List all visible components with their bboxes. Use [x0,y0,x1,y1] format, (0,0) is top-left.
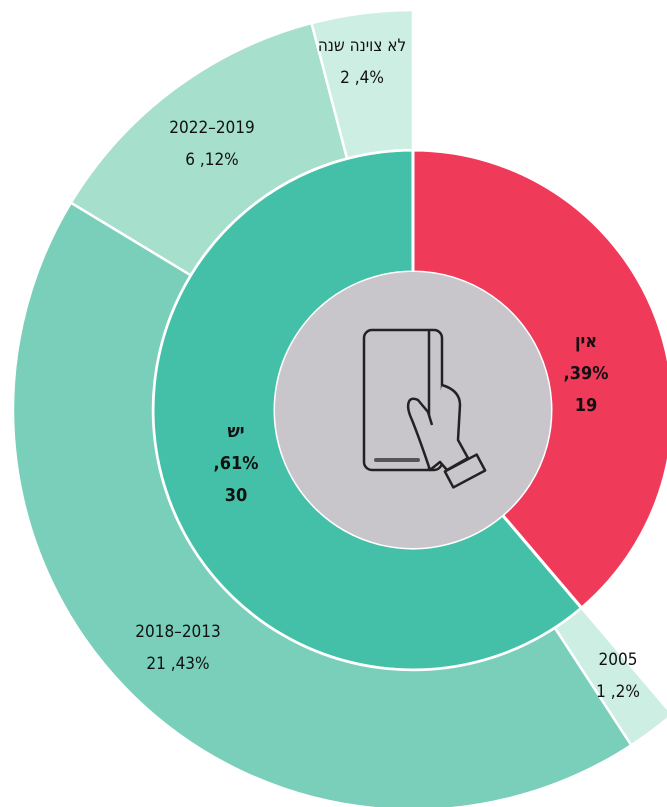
percent-label: ,61% [213,453,259,474]
percent-label: ,43% [170,654,210,674]
count-label: 2 [340,68,350,88]
label-line: 2018–2013 [135,616,220,648]
label-line: 6 ,12% [169,144,254,176]
label-line: ,61% [214,448,259,480]
label-line: 2005 [596,644,640,676]
outer-label: 2018–2013 21 ,43% [135,616,220,680]
category-label: 2005 [598,650,638,670]
category-label: יש [227,421,245,442]
label-line: יש [214,416,259,448]
outer-label: לא צוינה שנה 2 ,4% [317,30,407,94]
label-line: 2022–2019 [169,112,254,144]
label-line: ,39% [564,358,609,390]
inner-label: אין ,39% 19 [564,326,609,422]
outer-label: 2022–2019 6 ,12% [169,112,254,176]
label-line: 1 ,2% [596,676,640,708]
percent-label: ,39% [563,363,609,384]
label-line: 19 [564,390,609,422]
outer-label: 2005 1 ,2% [596,644,640,708]
outer-segment [310,8,415,161]
label-line: לא צוינה שנה [317,30,407,62]
outer-segment [11,200,633,807]
label-line: אין [564,326,609,358]
category-label: 2022–2019 [169,118,255,138]
phone-icon [362,328,487,489]
percent-label: ,2% [610,682,640,702]
category-label: אין [574,331,598,352]
count-label: 30 [224,485,248,506]
count-label: 19 [574,395,598,416]
category-label: 2018–2013 [135,622,221,642]
percent-label: ,4% [354,68,384,88]
label-line: 30 [214,480,259,512]
inner-label: יש ,61% 30 [214,416,259,512]
label-line: 2 ,4% [317,62,407,94]
rings [11,8,667,807]
percent-label: ,12% [199,150,239,170]
category-label: לא צוינה שנה [317,36,407,56]
count-label: 1 [596,682,606,702]
count-label: 21 [146,654,166,674]
label-line: 21 ,43% [135,648,220,680]
count-label: 6 [185,150,196,170]
